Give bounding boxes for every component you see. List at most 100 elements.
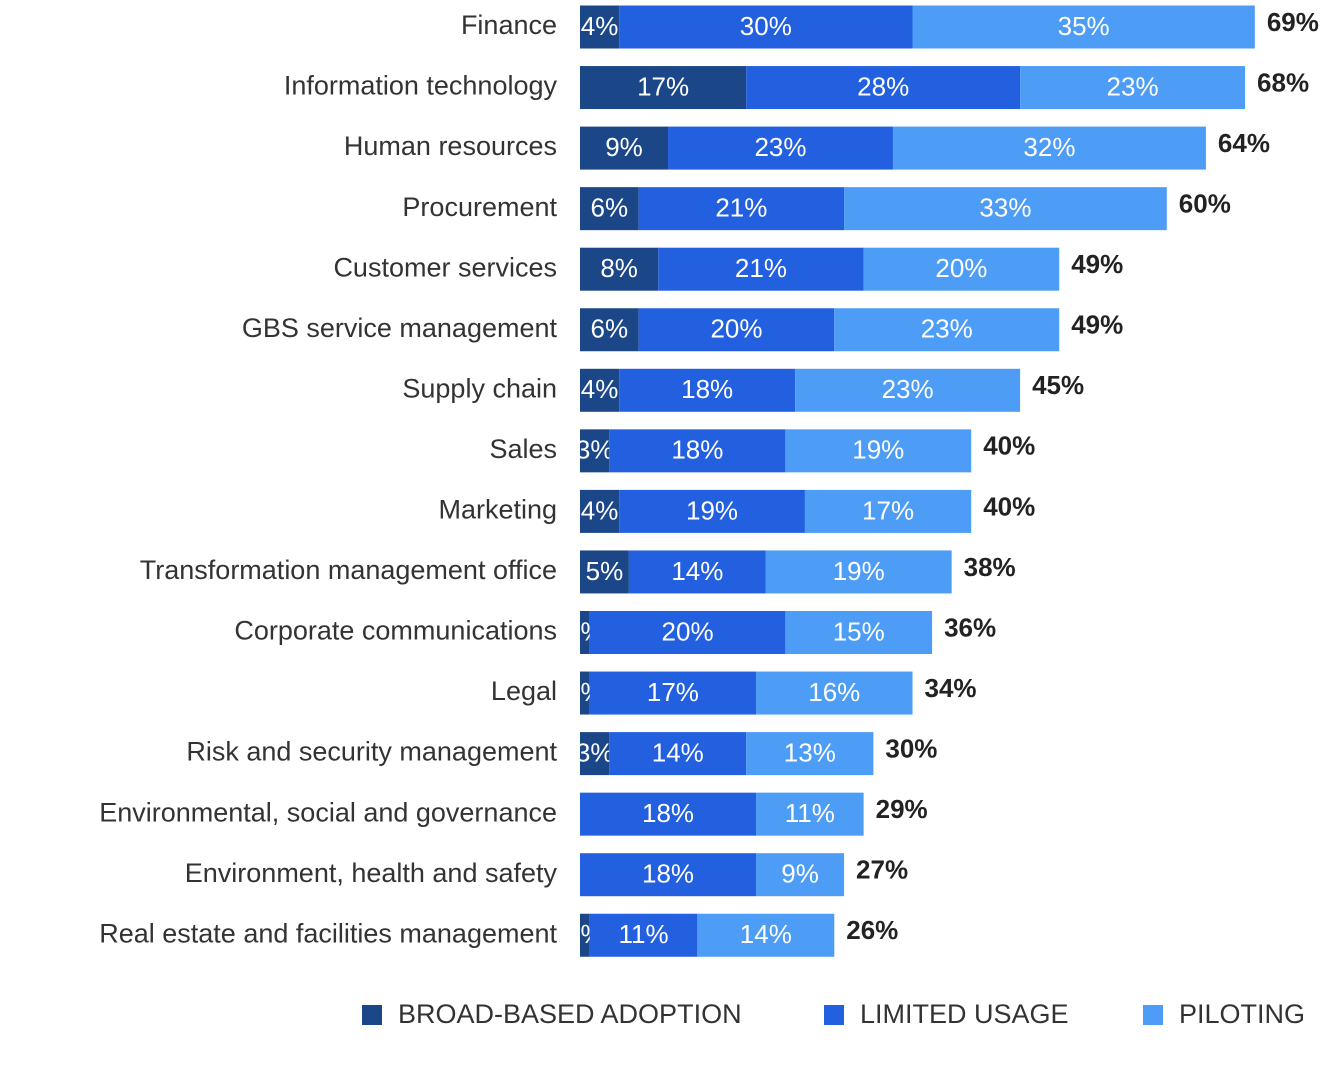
value-label: 9% bbox=[605, 132, 643, 162]
bar-segment bbox=[668, 126, 893, 170]
bar-segment bbox=[892, 126, 1206, 170]
value-label: 14% bbox=[671, 556, 723, 586]
bar-segment bbox=[746, 66, 1021, 110]
value-label: 20% bbox=[710, 314, 762, 344]
value-label: 11% bbox=[785, 798, 835, 828]
category-label: Legal bbox=[491, 676, 557, 706]
bar-segment bbox=[580, 308, 639, 352]
total-label: 64% bbox=[1218, 128, 1270, 158]
value-label: 6% bbox=[591, 193, 629, 223]
bar-segment bbox=[785, 429, 972, 473]
bar-segment bbox=[609, 429, 786, 473]
total-label: 69% bbox=[1267, 7, 1319, 37]
bar-segment bbox=[589, 611, 786, 654]
value-label: 9% bbox=[781, 859, 819, 889]
bar-segment bbox=[628, 550, 766, 594]
bar-segment bbox=[658, 247, 864, 291]
bar-segment bbox=[580, 611, 590, 654]
total-label: 38% bbox=[964, 552, 1016, 582]
value-label: 4% bbox=[581, 374, 619, 404]
bar-segment bbox=[638, 187, 845, 231]
total-label: 26% bbox=[846, 915, 898, 945]
value-label: 18% bbox=[681, 374, 733, 404]
category-label: Finance bbox=[461, 10, 557, 40]
bar-segment bbox=[756, 671, 913, 715]
bar-segment bbox=[804, 489, 972, 533]
value-label: 3% bbox=[576, 737, 614, 767]
category-label: Human resources bbox=[344, 131, 557, 161]
category-label: Corporate communications bbox=[234, 616, 557, 646]
bar-segment bbox=[580, 126, 669, 170]
value-label: 11% bbox=[619, 919, 669, 949]
legend-label: BROAD-BASED ADOPTION bbox=[398, 999, 742, 1029]
bar-segment bbox=[785, 611, 933, 654]
bar-segment bbox=[765, 550, 952, 594]
value-label: 19% bbox=[833, 556, 885, 586]
bar-segment bbox=[580, 489, 620, 533]
value-label: 17% bbox=[637, 71, 689, 101]
category-label: Transformation management office bbox=[140, 555, 557, 585]
value-label: 4% bbox=[581, 495, 619, 525]
total-label: 68% bbox=[1257, 67, 1309, 97]
bar-segment bbox=[863, 247, 1060, 291]
legend-label: LIMITED USAGE bbox=[860, 999, 1069, 1029]
bar-segment bbox=[580, 550, 629, 594]
category-label: Information technology bbox=[284, 71, 558, 101]
value-label: 23% bbox=[754, 132, 806, 162]
value-label: 17% bbox=[862, 495, 914, 525]
bar-segment bbox=[1020, 66, 1246, 110]
value-label: 19% bbox=[852, 435, 904, 465]
total-label: 40% bbox=[983, 431, 1035, 461]
bar-segment bbox=[619, 368, 796, 412]
category-label: Environmental, social and governance bbox=[99, 797, 557, 827]
bar-segment bbox=[580, 247, 659, 291]
bar-segment bbox=[589, 913, 698, 957]
total-label: 34% bbox=[925, 673, 977, 703]
total-label: 49% bbox=[1071, 249, 1123, 279]
bar-segment bbox=[580, 853, 757, 897]
value-label: 4% bbox=[581, 11, 619, 41]
value-label: 23% bbox=[1107, 71, 1159, 101]
bar-segment bbox=[912, 5, 1255, 49]
category-label: Sales bbox=[489, 434, 557, 464]
value-label: 33% bbox=[979, 193, 1031, 223]
legend-label: PILOTING bbox=[1179, 999, 1305, 1029]
total-label: 45% bbox=[1032, 370, 1084, 400]
bar-segment bbox=[609, 732, 747, 776]
total-label: 60% bbox=[1179, 189, 1231, 219]
bar-segment bbox=[756, 853, 845, 897]
value-label: 19% bbox=[686, 495, 738, 525]
value-label: 30% bbox=[740, 11, 792, 41]
bar-segment bbox=[619, 489, 805, 533]
value-label: 5% bbox=[586, 556, 624, 586]
bar-segment bbox=[580, 429, 610, 473]
category-label: Environment, health and safety bbox=[185, 858, 558, 888]
value-label: 13% bbox=[784, 737, 836, 767]
value-label: 21% bbox=[735, 253, 787, 283]
bar-segment bbox=[795, 368, 1021, 412]
legend-swatch bbox=[824, 1005, 844, 1025]
value-label: 35% bbox=[1058, 11, 1110, 41]
value-label: 20% bbox=[935, 253, 987, 283]
category-label: Marketing bbox=[438, 495, 557, 525]
total-label: 49% bbox=[1071, 310, 1123, 340]
bar-segment bbox=[638, 308, 835, 352]
total-label: 29% bbox=[876, 794, 928, 824]
legend-swatch bbox=[1143, 1005, 1163, 1025]
bar-segment bbox=[580, 732, 610, 776]
value-label: 14% bbox=[740, 919, 792, 949]
value-label: 21% bbox=[715, 193, 767, 223]
value-label: 18% bbox=[642, 859, 694, 889]
category-label: Risk and security management bbox=[186, 737, 557, 767]
value-label: 6% bbox=[591, 314, 629, 344]
total-label: 30% bbox=[885, 733, 937, 763]
bar-segment bbox=[589, 671, 757, 715]
bar-segment bbox=[580, 66, 747, 110]
bar-segment bbox=[580, 671, 590, 715]
value-label: 32% bbox=[1023, 132, 1075, 162]
category-label: GBS service management bbox=[242, 313, 558, 343]
bar-segment bbox=[619, 5, 913, 49]
bar-segment bbox=[697, 913, 835, 957]
bar-segment bbox=[580, 368, 620, 412]
value-label: 8% bbox=[600, 253, 638, 283]
